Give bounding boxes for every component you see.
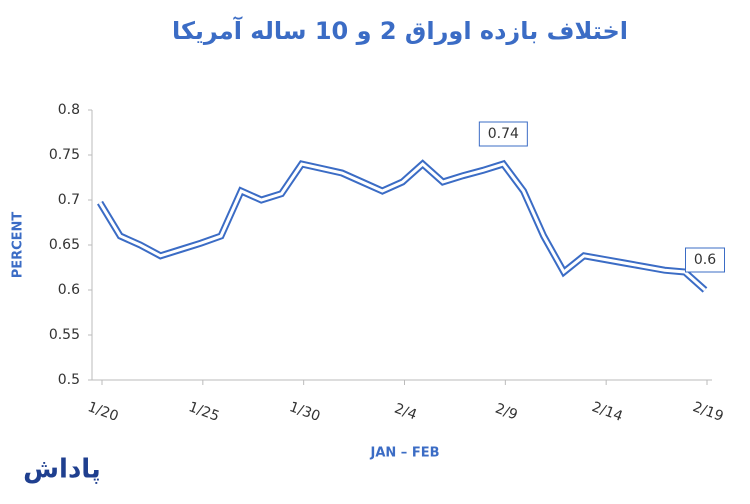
y-tick-label: 0.6 bbox=[58, 282, 80, 298]
y-tick-label: 0.65 bbox=[49, 237, 80, 253]
x-axis-label: JAN – FEB bbox=[370, 446, 440, 461]
y-tick-label: 0.55 bbox=[49, 327, 80, 343]
x-tick-label: 2/14 bbox=[590, 399, 625, 425]
value-label: 0.6 bbox=[694, 252, 716, 268]
x-tick-label: 2/9 bbox=[493, 401, 520, 424]
chart-title: اختلاف بازده اوراق 2 و 10 ساله آمریکا bbox=[172, 16, 628, 45]
line-inner bbox=[98, 161, 706, 292]
y-tick-label: 0.8 bbox=[58, 102, 80, 118]
x-tick-label: 1/20 bbox=[85, 399, 120, 425]
y-axis-label: PERCENT bbox=[11, 212, 26, 279]
logo: پاداش bbox=[23, 455, 101, 485]
value-label-box bbox=[478, 121, 528, 147]
x-tick-label: 1/25 bbox=[186, 399, 221, 425]
x-tick-label: 1/30 bbox=[287, 399, 322, 425]
x-tick-label: 2/19 bbox=[690, 399, 725, 425]
value-label: 0.74 bbox=[488, 126, 519, 142]
y-tick-label: 0.5 bbox=[58, 372, 80, 388]
y-tick-label: 0.7 bbox=[58, 192, 80, 208]
value-label-box bbox=[685, 247, 725, 273]
y-tick-label: 0.75 bbox=[49, 147, 80, 163]
x-tick-label: 2/4 bbox=[392, 401, 419, 424]
